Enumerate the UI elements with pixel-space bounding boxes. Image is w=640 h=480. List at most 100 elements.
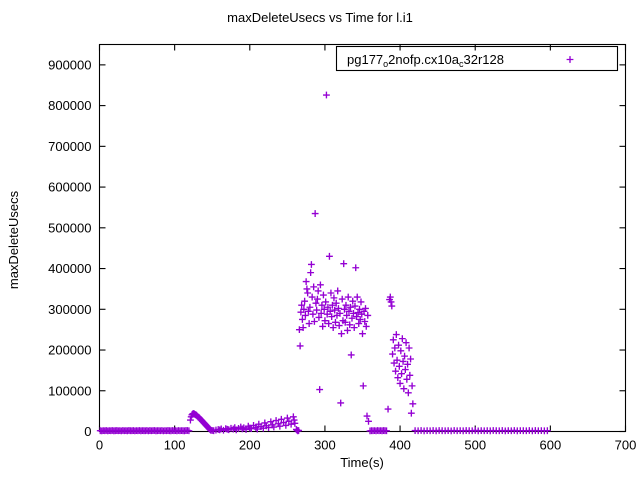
- data-point: [347, 303, 354, 311]
- y-tick-label: 700000: [48, 139, 91, 154]
- data-point: [353, 313, 360, 321]
- data-point: [356, 316, 364, 323]
- data-point: [300, 305, 308, 313]
- data-point: [362, 305, 369, 312]
- data-point: [334, 287, 342, 295]
- data-point: [341, 305, 348, 313]
- data-point: [270, 423, 278, 431]
- data-point: [326, 307, 334, 315]
- x-tick-label: 400: [389, 438, 411, 453]
- data-point: [329, 301, 336, 309]
- y-tick-label: 800000: [48, 98, 91, 113]
- data-point: [408, 382, 416, 390]
- data-point: [302, 278, 310, 285]
- data-point: [338, 295, 346, 303]
- data-point: [361, 318, 369, 325]
- data-point: [320, 291, 327, 299]
- data-point: [350, 324, 358, 332]
- data-point: [384, 405, 392, 413]
- data-point: [348, 314, 356, 322]
- data-point: [353, 293, 361, 301]
- x-tick-label: 200: [239, 438, 261, 453]
- y-tick-label: 900000: [48, 57, 91, 72]
- data-point: [308, 261, 315, 268]
- data-point: [409, 400, 417, 408]
- data-point: [291, 419, 299, 427]
- data-point: [359, 382, 367, 390]
- data-point: [276, 422, 284, 430]
- data-point: [343, 312, 351, 319]
- y-tick-label: 300000: [48, 302, 91, 317]
- data-point: [351, 302, 359, 310]
- data-point: [310, 283, 318, 291]
- data-point: [400, 385, 408, 393]
- data-point: [363, 412, 371, 420]
- data-point: [340, 260, 348, 268]
- data-point: [350, 309, 357, 317]
- data-point: [407, 409, 415, 417]
- data-point: [298, 316, 306, 323]
- data-point: [344, 293, 352, 301]
- y-tick-label: 100000: [48, 383, 91, 398]
- data-point: [324, 303, 332, 311]
- data-point: [398, 335, 406, 343]
- data-point: [311, 318, 318, 325]
- x-axis-ticks: 0 100 200 300 400 500 600 700: [96, 44, 637, 453]
- y-tick-label: 500000: [48, 220, 91, 235]
- data-point: [304, 289, 312, 297]
- data-point: [394, 374, 402, 382]
- plot-border: [98, 43, 627, 433]
- data-point: [287, 420, 295, 428]
- data-point: [322, 298, 330, 306]
- data-point: [406, 371, 414, 379]
- x-tick-label: 600: [540, 438, 562, 453]
- data-point: [404, 389, 412, 397]
- x-tick-label: 700: [615, 438, 637, 453]
- data-point: [299, 324, 307, 332]
- legend-plus-marker: [566, 56, 574, 63]
- data-point: [301, 297, 309, 305]
- data-point: [326, 252, 333, 260]
- data-point: [396, 380, 404, 387]
- legend: pg177o2nofp.cx10ac32r128: [335, 45, 619, 72]
- data-point: [399, 358, 407, 365]
- data-point: [316, 386, 324, 393]
- data-point: [290, 416, 298, 424]
- y-axis-ticks: 0 100000 200000 300000 400000 500000 600000 700…: [48, 57, 626, 439]
- data-point: [405, 344, 413, 352]
- data-point: [325, 320, 333, 327]
- data-point: [187, 416, 194, 424]
- data-point: [283, 414, 291, 422]
- data-point: [344, 327, 351, 334]
- data-point: [319, 322, 327, 330]
- data-point: [345, 307, 353, 315]
- data-point: [393, 356, 401, 364]
- data-point: [253, 425, 261, 433]
- data-point: [387, 298, 395, 306]
- x-tick-label: 100: [164, 438, 186, 453]
- data-series-points: [96, 91, 551, 435]
- x-tick-label: 500: [464, 438, 486, 453]
- data-point: [362, 322, 370, 330]
- data-point: [401, 352, 408, 360]
- data-point: [318, 301, 326, 309]
- data-point: [386, 293, 394, 301]
- data-point: [312, 299, 320, 307]
- y-tick-label: 200000: [48, 343, 91, 358]
- data-point: [389, 336, 397, 344]
- data-point: [304, 307, 312, 315]
- chart-title: maxDeleteUsecs vs Time for l.i1: [227, 10, 413, 25]
- y-axis-title: maxDeleteUsecs: [6, 190, 21, 289]
- data-point: [395, 341, 402, 349]
- data-point: [338, 330, 345, 338]
- data-point: [401, 366, 409, 373]
- x-tick-label: 0: [96, 438, 103, 453]
- data-point: [328, 313, 336, 321]
- data-point: [398, 370, 405, 378]
- data-point: [305, 320, 313, 327]
- data-point: [389, 350, 396, 358]
- data-point: [323, 91, 330, 99]
- data-point: [336, 309, 344, 317]
- data-point: [320, 305, 328, 313]
